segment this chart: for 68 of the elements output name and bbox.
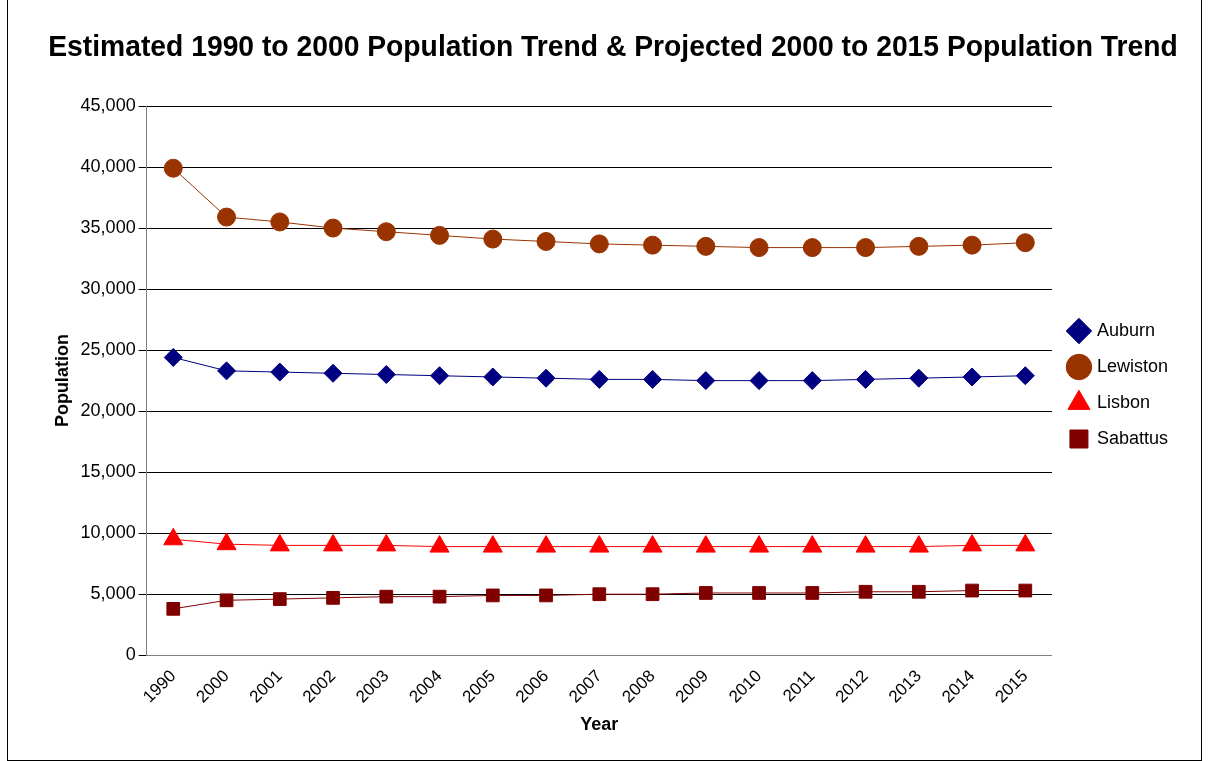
point (962, 235, 982, 255)
legend-label: Auburn (1096, 319, 1155, 340)
point (589, 369, 609, 389)
point (163, 347, 183, 367)
point (911, 584, 926, 599)
x-axis-title: Year (580, 714, 619, 735)
y-tick-label: 35,000 (80, 217, 136, 238)
legend-label: Lisbon (1096, 391, 1150, 412)
point (376, 365, 396, 385)
legend-label: Lewiston (1096, 355, 1168, 376)
point (483, 229, 503, 249)
point (909, 236, 929, 256)
point (589, 234, 609, 254)
y-tick-label: 45,000 (80, 94, 136, 115)
point (326, 591, 340, 605)
point (696, 236, 716, 256)
y-tick-label: 5,000 (90, 583, 136, 604)
point (166, 601, 181, 616)
point (752, 586, 766, 600)
point (163, 158, 183, 178)
y-tick-label: 15,000 (80, 461, 136, 482)
point (1018, 583, 1033, 598)
point (1015, 233, 1035, 253)
point (217, 361, 237, 381)
point (643, 235, 663, 255)
point (219, 593, 234, 608)
y-tick-label: 10,000 (80, 522, 136, 543)
point (1015, 366, 1035, 386)
y-axis-title: Population (51, 334, 72, 428)
point (749, 238, 769, 258)
y-tick-label: 25,000 (80, 339, 136, 360)
point (962, 367, 982, 387)
point (802, 371, 822, 391)
point (698, 586, 713, 600)
point (270, 212, 290, 232)
point (645, 587, 660, 602)
point (858, 584, 873, 599)
point (965, 583, 979, 598)
point (643, 369, 663, 389)
point (909, 368, 929, 388)
chart-title: Estimated 1990 to 2000 Population Trend & Projected 2000 to 2015 Population Trend (48, 29, 1178, 63)
point (376, 222, 396, 242)
y-tick-label: 40,000 (80, 155, 136, 176)
point (323, 363, 343, 383)
point (592, 587, 607, 602)
point (802, 238, 822, 258)
point (430, 225, 450, 245)
point (323, 218, 343, 238)
y-tick-label: 30,000 (80, 278, 136, 299)
point (805, 586, 820, 600)
point (485, 588, 500, 603)
point (270, 362, 290, 382)
point (856, 238, 876, 258)
y-tick-label: 0 (125, 644, 136, 665)
point (272, 592, 287, 606)
point (539, 588, 553, 603)
point (536, 368, 556, 388)
point (696, 371, 716, 391)
legend-label: Sabattus (1096, 427, 1169, 448)
point (856, 369, 876, 389)
point (217, 207, 237, 227)
point (432, 589, 447, 604)
point (536, 231, 556, 251)
point (430, 366, 450, 386)
point (379, 589, 394, 604)
point (749, 371, 769, 391)
y-tick-label: 20,000 (80, 400, 136, 421)
point (483, 367, 503, 387)
